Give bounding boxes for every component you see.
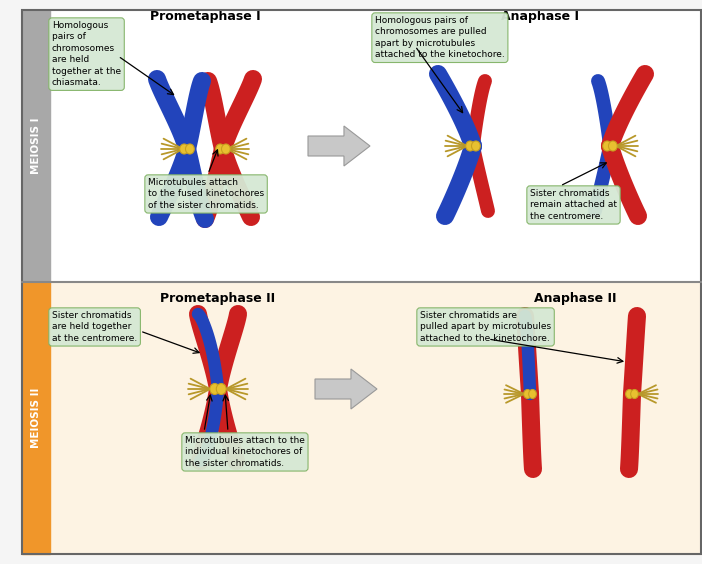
Ellipse shape <box>603 141 611 151</box>
Text: MEIOSIS I: MEIOSIS I <box>31 118 41 174</box>
Polygon shape <box>308 126 370 166</box>
Bar <box>22 10 50 282</box>
Ellipse shape <box>625 390 633 399</box>
Ellipse shape <box>216 144 225 154</box>
Text: Prometaphase II: Prometaphase II <box>161 292 276 305</box>
Text: Sister chromatids are
pulled apart by microtubules
attached to the kinetochore.: Sister chromatids are pulled apart by mi… <box>420 311 551 343</box>
Ellipse shape <box>216 384 226 394</box>
Text: Anaphase I: Anaphase I <box>501 10 579 23</box>
Text: MEIOSIS II: MEIOSIS II <box>31 388 41 448</box>
Ellipse shape <box>465 141 475 151</box>
Ellipse shape <box>221 144 230 154</box>
Text: Sister chromatids
remain attached at
the centromere.: Sister chromatids remain attached at the… <box>530 189 617 221</box>
Ellipse shape <box>609 141 617 151</box>
Bar <box>22 282 50 554</box>
Text: Anaphase II: Anaphase II <box>534 292 616 305</box>
Text: Microtubules attach
to the fused kinetochores
of the sister chromatids.: Microtubules attach to the fused kinetoc… <box>148 178 264 210</box>
Ellipse shape <box>524 390 531 399</box>
Text: Microtubules attach to the
individual kinetochores of
the sister chromatids.: Microtubules attach to the individual ki… <box>185 436 305 468</box>
Text: Homologous
pairs of
chromosomes
are held
together at the
chiasmata.: Homologous pairs of chromosomes are held… <box>52 21 121 87</box>
Text: Homologous pairs of
chromosomes are pulled
apart by microtubules
attached to the: Homologous pairs of chromosomes are pull… <box>375 16 505 59</box>
Bar <box>50 10 702 282</box>
Polygon shape <box>315 369 377 409</box>
Text: Sister chromatids
are held together
at the centromere.: Sister chromatids are held together at t… <box>52 311 138 343</box>
Ellipse shape <box>210 384 220 394</box>
Bar <box>50 282 702 554</box>
Ellipse shape <box>185 144 194 154</box>
Text: Prometaphase I: Prometaphase I <box>150 10 260 23</box>
Ellipse shape <box>529 390 536 399</box>
Ellipse shape <box>180 144 189 154</box>
Ellipse shape <box>630 390 638 399</box>
Ellipse shape <box>472 141 480 151</box>
